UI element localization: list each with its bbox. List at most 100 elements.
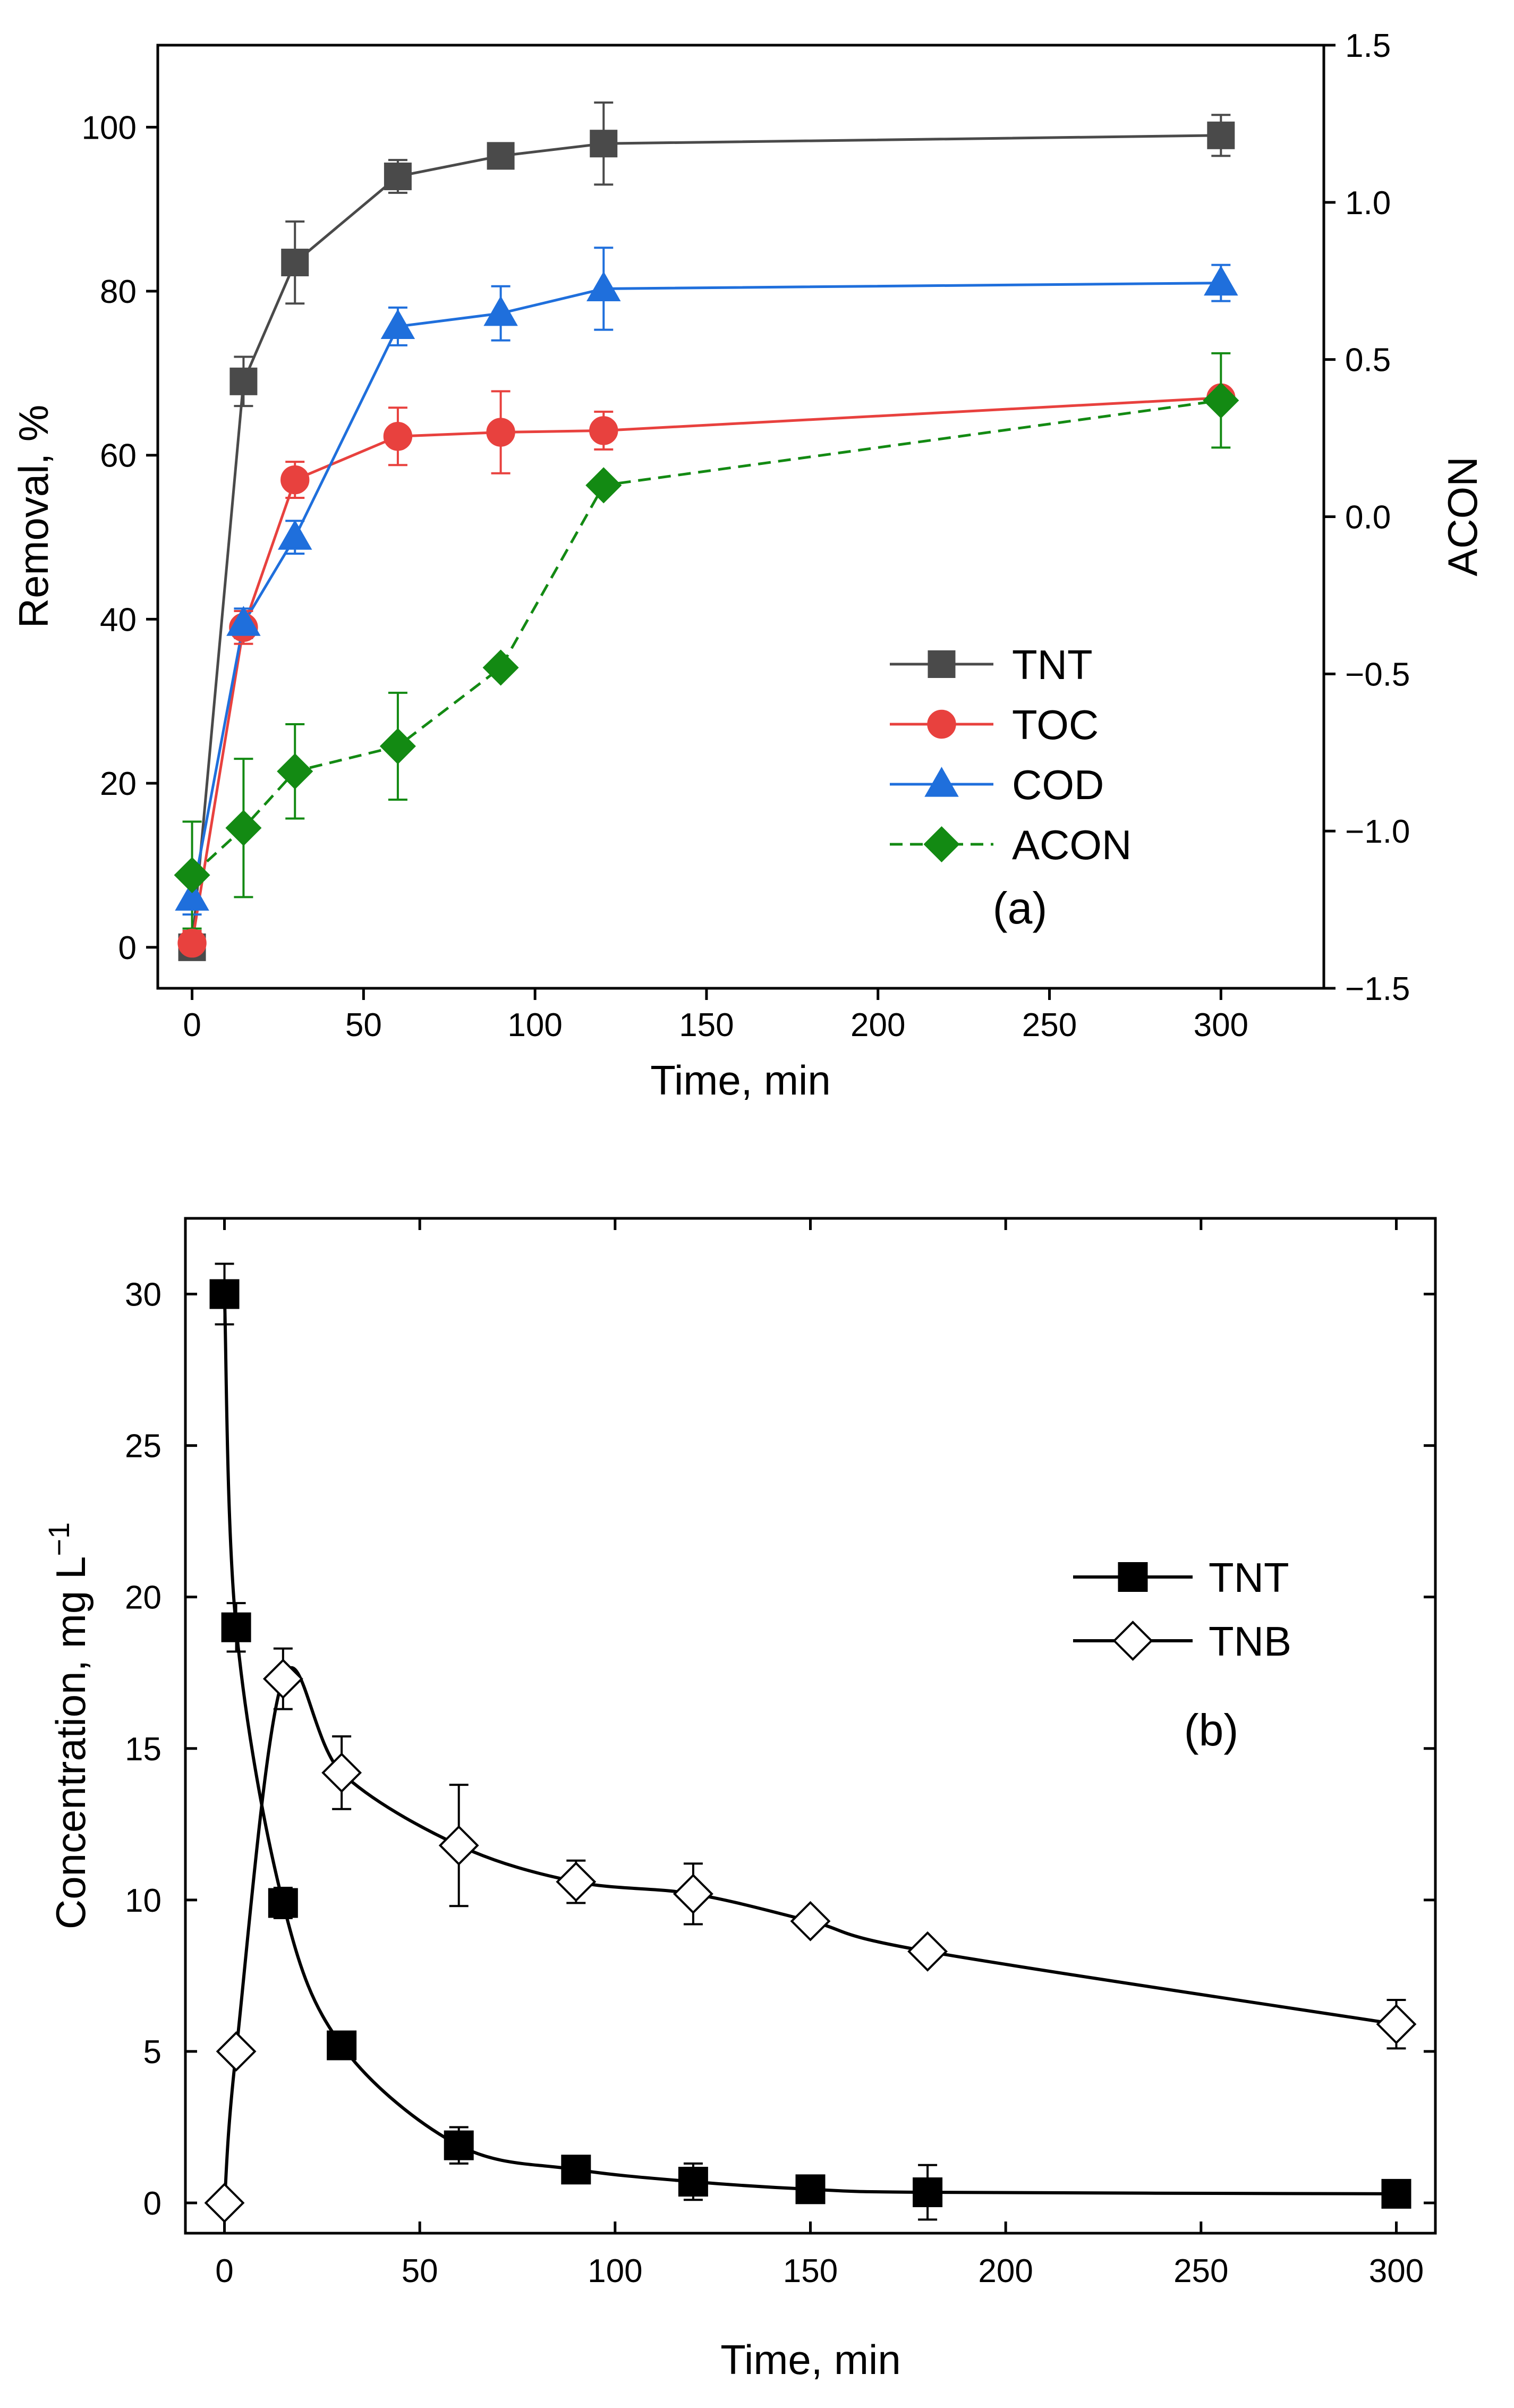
panel-b-point-tnb	[204, 2183, 245, 2223]
panel-b-y-tick-label: 10	[125, 1883, 161, 1919]
panel-a-point-toc	[177, 928, 207, 958]
panel-b-point-tnb	[262, 1658, 303, 1699]
panel-b-y-tick-label: 20	[125, 1580, 161, 1616]
panel-a-y2-tick-label: −1.5	[1345, 971, 1410, 1007]
panel-a-legend: TNT TOC COD ACON	[890, 641, 1132, 868]
panel-a-y-axis-title: Removal, %	[10, 405, 57, 628]
panel-a-x-tick-label: 200	[850, 1007, 905, 1044]
panel-a-y-tick-label: 40	[100, 601, 137, 638]
panel-a-point-cod	[586, 271, 621, 302]
panel-b-point-tnb	[321, 1752, 362, 1793]
panel-b-y-axis-title-main: Concentration, mg L	[47, 1556, 94, 1929]
panel-b-y-tick-label: 25	[125, 1428, 161, 1465]
panel-b-chart: 0 50 100 150 200 250 300 0 5 10 15 20 25 30 TNT TNB Ti…	[42, 1217, 1437, 2383]
panel-a-point-acon	[482, 649, 519, 686]
panel-b-legend-label-tnb: TNB	[1209, 1618, 1291, 1665]
panel-b-point-tnt	[444, 2130, 474, 2160]
panel-b-y-tick-label: 15	[125, 1731, 161, 1768]
panel-a-y2-tick-label: 0.0	[1345, 499, 1391, 536]
panel-b-legend-label-tnt: TNT	[1209, 1554, 1289, 1601]
panel-a-y-tick-label: 0	[118, 930, 137, 966]
panel-a-legend-label-acon: ACON	[1012, 821, 1132, 868]
panel-b-point-tnb	[790, 1901, 831, 1941]
panel-a-point-cod	[277, 520, 312, 550]
panel-a-point-cod	[1204, 265, 1238, 296]
panel-a-legend-marker-tnt	[928, 650, 956, 678]
panel-b-y-tick-label: 5	[143, 2034, 161, 2071]
panel-b-x-tick-label: 50	[402, 2253, 438, 2290]
panel-a-chart: 0 50 100 150 200 250 300 0 20 40 60 80 100 1.5 1.0 0.5 0…	[0, 0, 1514, 1142]
panel-a-point-toc	[589, 416, 618, 445]
panel-a-point-toc	[280, 465, 310, 495]
panel-b-point-tnb	[438, 1825, 479, 1866]
panel-a-markers	[174, 121, 1239, 961]
panel-a-point-acon	[1203, 382, 1239, 419]
panel-b-point-tnt	[327, 2030, 357, 2061]
panel-a-legend-marker-acon	[923, 826, 960, 863]
panel-a-point-cod	[226, 606, 261, 636]
panel-a-legend-label-tnt: TNT	[1012, 641, 1093, 688]
panel-a-legend-marker-toc	[927, 709, 956, 739]
panel-b-point-tnb	[907, 1931, 948, 1972]
panel-b-point-tnt	[221, 1612, 251, 1642]
panel-a-x-tick-label: 0	[183, 1007, 201, 1044]
panel-a-tag: (a)	[993, 883, 1048, 933]
panel-a-x-tick-label: 50	[345, 1007, 382, 1044]
panel-a-x-tick-label: 150	[679, 1007, 734, 1044]
panel-a-point-acon	[379, 728, 416, 765]
panel-a-point-tnt	[229, 367, 258, 395]
panel-b-point-tnt	[678, 2167, 708, 2197]
panel-b-markers	[204, 1279, 1417, 2223]
panel-b-point-tnt	[913, 2177, 943, 2208]
panel-a-point-acon	[225, 810, 262, 846]
panel-a-legend-label-toc: TOC	[1012, 701, 1099, 748]
panel-a-y2-tick-label: −1.0	[1345, 813, 1410, 850]
panel-a-point-toc	[486, 418, 515, 447]
panel-b-y-axis-title-superscript: −1	[42, 1522, 75, 1556]
panel-b-y-tick-label: 0	[143, 2185, 161, 2222]
panel-a-point-acon	[277, 753, 313, 790]
panel-a-y2-axis-title: ACON	[1439, 456, 1486, 576]
panel-a-x-tick-label: 100	[507, 1007, 562, 1044]
panel-a-y-tick-label: 60	[100, 438, 137, 474]
panel-a-point-tnt	[281, 249, 309, 277]
panel-b-x-tick-label: 100	[588, 2253, 642, 2290]
panel-b-point-tnt	[561, 2155, 591, 2185]
panel-a-point-cod	[175, 880, 209, 911]
panel-b-point-tnb	[1376, 2004, 1417, 2045]
panel-b-x-tick-label: 300	[1369, 2253, 1424, 2290]
panel-b-y-axis-title: Concentration, mg L−1	[42, 1522, 94, 1929]
panel-a-point-acon	[585, 467, 622, 504]
panel-a-point-cod	[380, 309, 415, 340]
panel-b-legend-marker-tnt	[1118, 1562, 1148, 1592]
panel-b-point-tnb	[216, 2031, 257, 2072]
panel-a-y2-tick-label: −0.5	[1345, 656, 1410, 693]
panel-b-x-axis-title: Time, min	[720, 2336, 900, 2383]
panel-a-legend-marker-cod	[924, 767, 959, 797]
panel-a-y-tick-label: 20	[100, 766, 137, 802]
panel-b-x-tick-label: 250	[1173, 2253, 1228, 2290]
panel-a-y2-tick-label: 0.5	[1345, 342, 1391, 379]
panel-a-background	[0, 0, 1514, 1142]
panel-a-point-tnt	[1207, 121, 1235, 149]
panel-b-point-tnt	[795, 2174, 826, 2204]
panel-a-point-tnt	[487, 142, 515, 170]
panel-b-point-tnt	[268, 1888, 298, 1918]
panel-a-point-toc	[383, 422, 413, 451]
panel-b-point-tnb	[673, 1873, 713, 1914]
panel-b-x-tick-label: 200	[978, 2253, 1033, 2290]
panel-b-point-tnt	[1381, 2178, 1411, 2209]
panel-b-point-tnb	[556, 1861, 597, 1902]
panel-a-point-acon	[174, 857, 210, 894]
panel-b-x-tick-label: 0	[215, 2253, 233, 2290]
panel-a-y2-tick-label: 1.0	[1345, 185, 1391, 222]
panel-a-y-tick-label: 100	[82, 109, 137, 146]
panel-b-y-tick-label: 30	[125, 1277, 161, 1313]
panel-a-y-tick-label: 80	[100, 274, 137, 310]
panel-a-point-cod	[483, 295, 518, 326]
panel-a-x-tick-label: 250	[1022, 1007, 1077, 1044]
panel-a-point-tnt	[590, 130, 618, 158]
panel-a-x-axis-title: Time, min	[650, 1057, 830, 1104]
panel-a-point-tnt	[384, 162, 412, 190]
